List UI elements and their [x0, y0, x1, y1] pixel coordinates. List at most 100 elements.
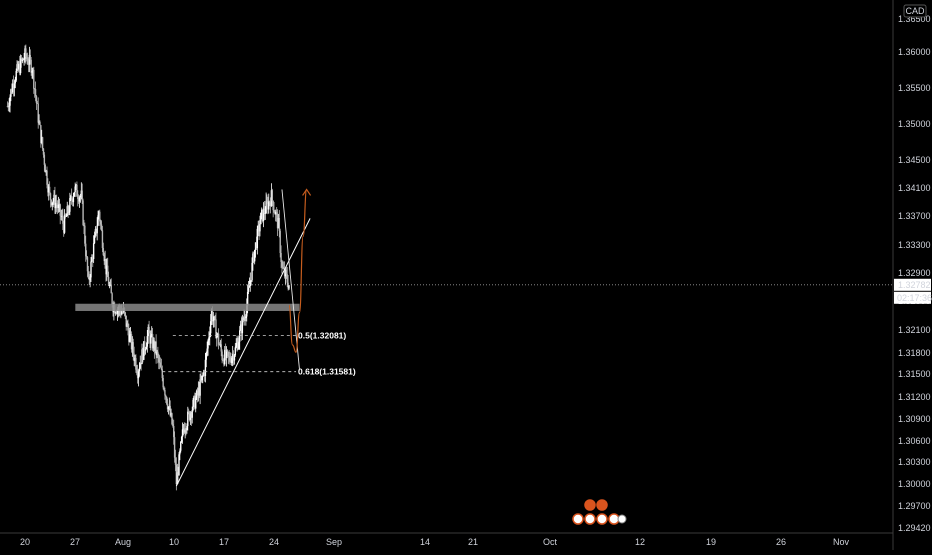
candle-body — [200, 379, 202, 381]
resistance-zone[interactable] — [75, 303, 300, 311]
candle-body — [263, 208, 266, 214]
candle-body — [170, 413, 172, 416]
candle-body — [257, 225, 259, 229]
candle-body — [41, 137, 43, 144]
candle-body — [35, 96, 38, 104]
event-marker-icon[interactable] — [584, 499, 596, 511]
candle-body — [224, 349, 227, 359]
candle-body — [21, 58, 24, 62]
time-tick-label: Oct — [543, 537, 558, 547]
price-axis[interactable]: 1.36500 1.36000 1.35500 1.35000 1.34500 1.341… — [892, 0, 932, 550]
candle-body — [168, 405, 171, 407]
candle-body — [256, 228, 259, 249]
candle-body — [8, 105, 10, 107]
candle-body — [19, 58, 22, 74]
candle-body — [87, 271, 90, 277]
candle-body — [286, 274, 288, 283]
candle-body — [143, 341, 145, 360]
candle-body — [51, 202, 53, 206]
candle-body — [121, 311, 124, 313]
candle-body — [193, 396, 195, 400]
time-tick-label: Aug — [115, 537, 131, 547]
candle-body — [171, 413, 173, 425]
currency-box[interactable] — [903, 4, 927, 18]
candle-body — [205, 352, 207, 360]
candle-body — [144, 349, 147, 351]
candle-body — [120, 310, 122, 315]
candle-body — [104, 259, 106, 262]
candle-body — [68, 211, 70, 213]
candle-body — [55, 203, 57, 209]
candle-body — [159, 362, 162, 368]
candle-body — [240, 324, 243, 334]
candle-body — [62, 216, 64, 224]
candle-body — [211, 310, 214, 322]
candle-body — [156, 351, 158, 356]
projection-line[interactable] — [281, 189, 301, 371]
candle-body — [76, 184, 78, 197]
event-marker-icon[interactable] — [572, 513, 584, 525]
candle-body — [217, 333, 219, 335]
candle-body — [135, 358, 137, 370]
candle-body — [182, 428, 185, 430]
candle-body — [45, 170, 47, 173]
trendline[interactable] — [175, 218, 311, 487]
candle-body — [24, 48, 26, 59]
candle-body — [230, 360, 232, 364]
fib-level-label: 0.5(1.32081) — [298, 331, 346, 341]
event-marker-icon[interactable] — [596, 499, 608, 511]
candle-body — [140, 362, 142, 365]
candle-body — [26, 59, 29, 64]
price-tick-label: 1.36000 — [898, 47, 931, 57]
candle-body — [52, 201, 54, 203]
candle-body — [231, 353, 234, 358]
currency-label: CAD — [905, 6, 925, 16]
candle-body — [279, 230, 281, 253]
event-markers[interactable] — [572, 499, 627, 525]
candle-body — [232, 353, 235, 361]
candle-body — [86, 257, 89, 272]
time-axis[interactable]: 20 27 Aug 10 17 24 Sep 14 21 Oct 12 19 26 Nov — [0, 532, 893, 547]
candle-body — [28, 54, 31, 65]
candle-body — [89, 277, 91, 281]
candle-body — [74, 186, 76, 193]
candle-body — [210, 310, 213, 322]
candle-body — [243, 317, 245, 321]
candle-body — [6, 106, 9, 108]
candle-body — [9, 96, 11, 106]
time-tick-label: 10 — [169, 537, 179, 547]
event-marker-icon[interactable] — [584, 513, 596, 525]
candle-body — [273, 210, 275, 212]
countdown-tag — [894, 291, 931, 304]
candle-body — [114, 312, 117, 314]
candle-body — [125, 315, 127, 327]
candle-body — [216, 334, 218, 339]
candle-body — [187, 411, 189, 427]
projected-path[interactable] — [288, 188, 308, 353]
plot-area: 0.5(1.32081) 0.618(1.31581) — [0, 44, 893, 491]
candle-body — [49, 193, 52, 200]
candle-body — [121, 311, 123, 315]
candle-body — [25, 48, 27, 58]
candle-body — [90, 261, 92, 278]
candle-body — [129, 333, 132, 335]
candle-body — [266, 200, 268, 202]
event-marker-icon[interactable] — [617, 514, 627, 524]
candles — [6, 44, 290, 491]
candle-body — [191, 410, 193, 418]
event-marker-icon[interactable] — [596, 513, 608, 525]
candle-body — [202, 372, 205, 376]
candle-body — [187, 411, 190, 413]
candle-body — [173, 437, 176, 458]
candle-body — [145, 346, 148, 350]
candle-body — [181, 429, 184, 437]
candle-body — [103, 255, 105, 262]
price-tick-label: 1.32900 — [898, 268, 931, 278]
candle-body — [77, 198, 80, 202]
candle-body — [116, 309, 119, 314]
candle-body — [115, 312, 118, 314]
candle-body — [130, 333, 133, 350]
candle-body — [16, 64, 18, 71]
